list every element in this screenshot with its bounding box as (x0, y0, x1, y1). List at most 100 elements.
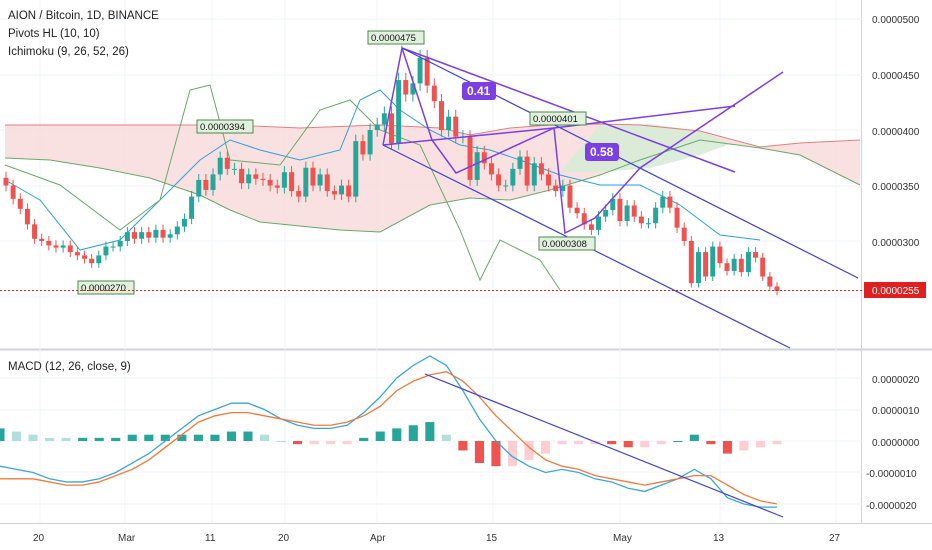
candle-body (638, 216, 644, 224)
candle-body (24, 208, 30, 225)
time-tick-label: 20 (33, 533, 45, 544)
macd-histogram-bar (0, 428, 5, 441)
candle-body (110, 246, 116, 248)
macd-line (0, 355, 777, 508)
candle-body (474, 152, 480, 180)
macd-histogram-bar (127, 434, 137, 441)
candle-body (39, 238, 45, 241)
macd-histogram-bar (425, 422, 435, 441)
candle-body (553, 185, 559, 192)
candle-body (210, 174, 216, 190)
time-tick-label: 27 (829, 533, 841, 544)
time-tick-label: 11 (205, 533, 216, 544)
pivot-label: 0.0000270 (81, 283, 126, 294)
candle-body (203, 179, 209, 190)
macd-trend-line (424, 373, 784, 518)
price-tick-label: 0.0000500 (872, 15, 920, 26)
candle-body (82, 255, 88, 259)
candle-body (524, 156, 530, 186)
candle-body (46, 241, 52, 246)
candle-body (146, 232, 152, 238)
macd-histogram-bar (772, 441, 782, 445)
candle-body (196, 179, 202, 197)
candle-body (410, 83, 416, 95)
candle-body (695, 252, 701, 284)
candle-body (731, 258, 737, 271)
candle-body (546, 174, 552, 186)
time-tick-label: Apr (370, 533, 386, 544)
macd-tick-label: -0.0000020 (866, 501, 917, 512)
candle-body (103, 246, 109, 256)
candle-body (117, 241, 123, 247)
indicator-ichimoku-label[interactable]: Ichimoku (9, 26, 52, 26) (8, 46, 129, 58)
candle-body (353, 141, 359, 197)
candle-body (253, 174, 259, 179)
candle-body (581, 213, 587, 225)
macd-tick-label: 0.0000000 (872, 438, 920, 449)
ratio-badge-bg (585, 143, 619, 161)
pivot-label: 0.0000475 (371, 33, 416, 44)
macd-histogram-bar (28, 434, 38, 441)
macd-histogram-bar (441, 434, 451, 441)
candle-body (681, 227, 687, 241)
indicator-pivots-label[interactable]: Pivots HL (10, 10) (8, 28, 100, 40)
candle-body (424, 57, 430, 86)
macd-histogram-bar (541, 441, 551, 454)
candle-body (688, 241, 694, 284)
macd-histogram-bar (474, 441, 484, 464)
time-tick-label: 13 (713, 533, 725, 544)
candle-body (610, 198, 616, 210)
macd-histogram-bar (507, 441, 518, 467)
pivot-label: 0.0000394 (200, 122, 245, 133)
candle-body (760, 257, 766, 277)
candle-body (417, 57, 423, 84)
candle-body (538, 163, 544, 175)
price-tick-label: 0.0000350 (872, 182, 920, 193)
current-price-label: 0.0000255 (872, 286, 920, 297)
macd-histogram-bar (491, 441, 501, 467)
chart-title: AION / Bitcoin, 1D, BINANCE (8, 10, 159, 22)
candle-body (453, 116, 459, 137)
candle-body (588, 224, 594, 230)
macd-histogram-bar (640, 441, 650, 448)
candle-body (481, 152, 487, 164)
price-tick-label: 0.0000450 (872, 71, 920, 82)
macd-histogram-bar (755, 441, 766, 448)
candle-body (53, 245, 59, 248)
price-tick-label: 0.0000400 (872, 127, 920, 138)
candle-body (381, 113, 387, 125)
candle-body (510, 168, 516, 186)
macd-title[interactable]: MACD (12, 26, close, 9) (8, 361, 131, 373)
macd-histogram-bar (111, 437, 121, 441)
ratio-badge: 0.58 (590, 145, 614, 159)
time-tick-label: 15 (486, 533, 498, 544)
candle-body (289, 172, 295, 192)
time-axis[interactable]: 20 Mar 11 20 Apr 15 May 13 27 (33, 533, 841, 544)
macd-histogram-bar (61, 437, 71, 441)
macd-histogram-bar (78, 437, 88, 441)
senkou-span-a (5, 123, 861, 148)
candle-body (331, 191, 337, 195)
candle-body (132, 232, 137, 239)
macd-axis[interactable]: 0.0000020 0.0000010 0.0000000 -0.0000010… (866, 375, 920, 512)
candle-body (60, 245, 66, 248)
pivot-label-bg (529, 111, 587, 126)
candle-body (281, 172, 287, 188)
candle-body (767, 276, 773, 287)
candle-body (374, 124, 380, 130)
macd-histogram-bar (177, 434, 187, 441)
candle-body (717, 246, 723, 264)
harmonic-pattern-drawing[interactable]: 0.41 0.58 0.0000475 0.0000401 0.0000394 0.000… (77, 30, 859, 349)
candle-body (738, 258, 744, 273)
macd-histogram-bar (392, 428, 402, 441)
candle-body (596, 216, 602, 230)
macd-histogram-bar (309, 441, 319, 445)
candlestick-series (3, 50, 780, 296)
candle-body (217, 157, 223, 175)
candle-body (10, 185, 16, 199)
price-axis[interactable]: 0.0000500 0.0000450 0.0000400 0.0000350 … (864, 15, 926, 298)
candle-body (246, 174, 252, 184)
pattern-xb-line (382, 127, 555, 146)
macd-histogram-bar (144, 434, 154, 441)
